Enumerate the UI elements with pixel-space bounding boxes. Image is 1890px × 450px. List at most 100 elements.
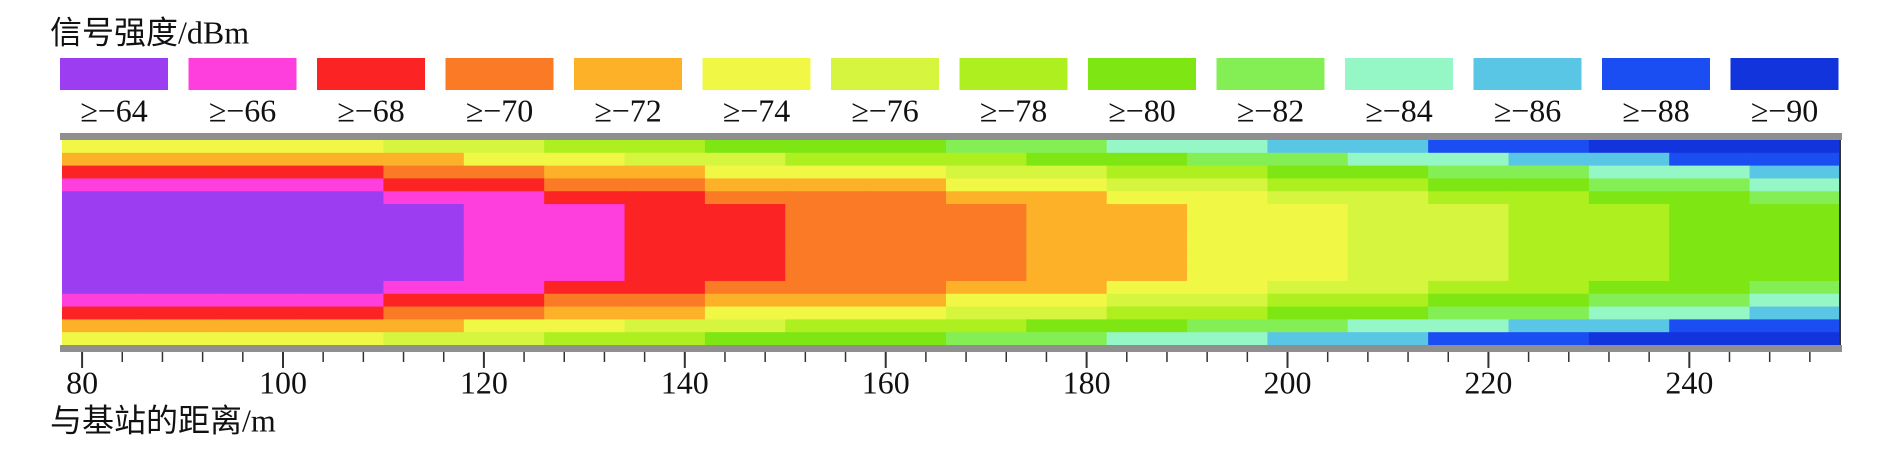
heat-cell	[1106, 229, 1188, 244]
heat-cell	[142, 255, 224, 269]
heat-cell	[1508, 268, 1590, 282]
heat-cell	[1347, 242, 1429, 256]
heat-cell	[62, 178, 143, 192]
heat-cell	[544, 165, 626, 180]
heat-cell	[1749, 165, 1841, 180]
heat-cell	[704, 204, 786, 218]
heat-cell	[1187, 293, 1269, 308]
heat-cell	[1508, 152, 1590, 167]
heat-cell	[1347, 255, 1429, 269]
heat-cell	[222, 178, 304, 192]
heat-cell	[544, 229, 626, 244]
heat-cell	[945, 332, 1027, 346]
heat-cell	[1588, 255, 1670, 269]
heat-cell	[1508, 165, 1590, 180]
heat-cell	[624, 229, 706, 244]
legend-swatch	[1602, 58, 1710, 90]
heat-cell	[785, 229, 867, 244]
heat-cell	[1187, 140, 1269, 154]
heat-cell	[1267, 165, 1349, 180]
heat-cell	[1508, 178, 1590, 192]
heat-cell	[704, 319, 786, 333]
heat-cell	[1106, 178, 1188, 192]
heat-cell	[463, 306, 545, 320]
heat-cell	[1669, 178, 1751, 192]
heat-cell	[1669, 306, 1751, 320]
heat-cell	[945, 140, 1027, 154]
heat-cell	[1428, 216, 1510, 231]
heat-cell	[704, 191, 786, 205]
heat-cell	[785, 306, 867, 320]
heat-cell	[383, 165, 465, 180]
legend-label: ≥−64	[80, 92, 148, 128]
heat-cell	[1187, 229, 1269, 244]
heat-cell	[303, 204, 385, 218]
heat-cell	[785, 293, 867, 308]
x-tick-label: 180	[1063, 364, 1111, 400]
heat-cell	[1187, 319, 1269, 333]
heat-cell	[222, 140, 304, 154]
heat-cell	[383, 255, 465, 269]
heat-cell	[1267, 280, 1349, 295]
heat-cell	[544, 255, 626, 269]
heat-cell	[1106, 268, 1188, 282]
heat-cell	[1026, 178, 1108, 192]
heat-cell	[785, 140, 867, 154]
heat-cell	[1026, 332, 1108, 346]
heat-cell	[1187, 268, 1269, 282]
heat-cell	[624, 255, 706, 269]
heat-cell	[1428, 229, 1510, 244]
heat-cell	[785, 319, 867, 333]
heat-cell	[865, 306, 947, 320]
legend-swatch	[60, 58, 168, 90]
legend-swatch	[1730, 58, 1839, 90]
heat-cell	[1428, 268, 1510, 282]
heat-cell	[1347, 204, 1429, 218]
heat-cell	[1347, 306, 1429, 320]
heat-cell	[945, 280, 1027, 295]
heat-cell	[303, 229, 385, 244]
heat-cell	[945, 165, 1027, 180]
legend-swatch	[317, 58, 425, 90]
heat-cell	[1588, 229, 1670, 244]
heat-cell	[142, 293, 224, 308]
heat-cell	[142, 280, 224, 295]
heat-cell	[704, 178, 786, 192]
heat-cell	[624, 191, 706, 205]
legend-label: ≥−86	[1494, 92, 1562, 128]
heat-cell	[383, 332, 465, 346]
heat-cell	[704, 165, 786, 180]
x-tick-label: 200	[1264, 364, 1312, 400]
heat-cell	[1106, 204, 1188, 218]
heat-cell	[1428, 280, 1510, 295]
heat-cell	[624, 152, 706, 167]
heat-cell	[1428, 140, 1510, 154]
x-tick-label: 100	[259, 364, 307, 400]
heat-cell	[1749, 319, 1841, 333]
heat-cell	[303, 306, 385, 320]
heat-cell	[383, 191, 465, 205]
heat-cell	[383, 306, 465, 320]
heat-cell	[463, 280, 545, 295]
heat-cell	[865, 332, 947, 346]
heat-cell	[1026, 152, 1108, 167]
heat-cell	[945, 242, 1027, 256]
heat-cell	[142, 204, 224, 218]
heat-cell	[383, 293, 465, 308]
heat-cell	[142, 242, 224, 256]
heat-cell	[383, 178, 465, 192]
heat-cell	[1428, 255, 1510, 269]
heat-cell	[544, 242, 626, 256]
heat-cell	[62, 229, 143, 244]
heat-cell	[62, 140, 143, 154]
heat-cell	[1749, 191, 1841, 205]
heat-cell	[624, 280, 706, 295]
heat-cell	[1026, 191, 1108, 205]
heat-cell	[1669, 191, 1751, 205]
legend-swatch	[188, 58, 297, 90]
heat-cell	[1347, 216, 1429, 231]
heat-cell	[1267, 306, 1349, 320]
heat-cell	[62, 242, 143, 256]
heat-cell	[1187, 280, 1269, 295]
